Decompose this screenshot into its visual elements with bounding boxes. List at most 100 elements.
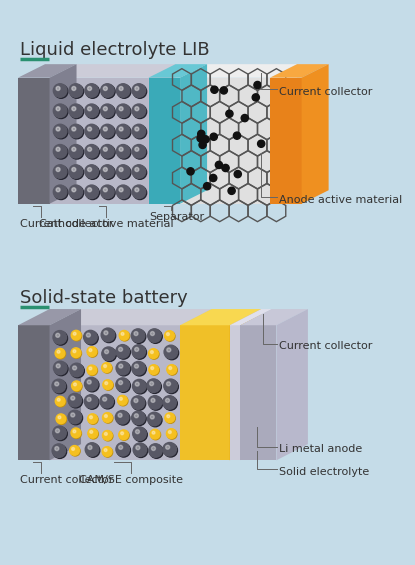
Polygon shape <box>49 325 180 460</box>
Circle shape <box>133 427 146 441</box>
Circle shape <box>85 379 99 392</box>
Polygon shape <box>180 325 229 460</box>
Circle shape <box>197 134 204 142</box>
Text: Li metal anode: Li metal anode <box>279 444 362 454</box>
Circle shape <box>54 427 67 441</box>
Circle shape <box>163 396 176 409</box>
Circle shape <box>100 394 113 408</box>
Circle shape <box>241 115 248 121</box>
Circle shape <box>103 188 107 192</box>
Circle shape <box>101 396 115 409</box>
Circle shape <box>54 165 67 179</box>
Circle shape <box>88 428 98 438</box>
Circle shape <box>102 85 115 98</box>
Circle shape <box>234 171 242 177</box>
Circle shape <box>100 124 114 138</box>
Circle shape <box>71 348 81 358</box>
Circle shape <box>104 449 107 451</box>
Circle shape <box>136 446 140 450</box>
Circle shape <box>87 365 97 375</box>
Circle shape <box>85 165 98 179</box>
Polygon shape <box>229 309 261 460</box>
Circle shape <box>119 167 123 172</box>
Circle shape <box>56 429 59 433</box>
Circle shape <box>72 429 81 438</box>
Circle shape <box>100 185 114 198</box>
Polygon shape <box>18 309 81 325</box>
Circle shape <box>116 378 129 392</box>
Circle shape <box>134 347 139 351</box>
Circle shape <box>56 147 60 151</box>
Circle shape <box>102 125 115 139</box>
Circle shape <box>132 379 146 393</box>
Circle shape <box>150 332 154 336</box>
Circle shape <box>132 362 145 375</box>
Polygon shape <box>240 309 272 460</box>
Circle shape <box>71 428 81 438</box>
Polygon shape <box>180 64 297 77</box>
Circle shape <box>135 382 139 386</box>
Circle shape <box>150 415 154 419</box>
Text: Liquid electrolyte LIB: Liquid electrolyte LIB <box>20 41 210 59</box>
Circle shape <box>102 347 115 360</box>
Circle shape <box>132 345 146 358</box>
Circle shape <box>103 380 112 389</box>
Circle shape <box>119 331 129 340</box>
Polygon shape <box>276 309 308 460</box>
Circle shape <box>131 396 145 409</box>
Circle shape <box>71 331 81 340</box>
Circle shape <box>102 146 115 159</box>
Circle shape <box>103 127 107 131</box>
Circle shape <box>69 165 83 179</box>
Circle shape <box>147 379 160 393</box>
Circle shape <box>116 165 130 179</box>
Circle shape <box>56 127 60 131</box>
Circle shape <box>116 362 129 375</box>
Circle shape <box>88 366 98 376</box>
Circle shape <box>86 333 90 337</box>
Circle shape <box>56 414 66 424</box>
Circle shape <box>88 127 92 131</box>
Circle shape <box>54 85 68 98</box>
Circle shape <box>54 125 68 139</box>
Circle shape <box>116 185 130 198</box>
Circle shape <box>116 84 130 97</box>
Circle shape <box>135 127 139 131</box>
Circle shape <box>53 331 66 344</box>
Circle shape <box>166 429 176 438</box>
Polygon shape <box>302 64 329 204</box>
Circle shape <box>116 442 129 456</box>
Circle shape <box>254 81 261 89</box>
Text: Anode active material: Anode active material <box>279 195 403 205</box>
Circle shape <box>134 444 148 458</box>
Circle shape <box>54 104 67 118</box>
Circle shape <box>116 145 130 158</box>
Circle shape <box>90 416 93 419</box>
Circle shape <box>133 186 146 199</box>
Circle shape <box>119 347 122 351</box>
Circle shape <box>117 396 127 405</box>
Circle shape <box>88 86 92 90</box>
Circle shape <box>85 185 98 198</box>
Circle shape <box>199 141 206 149</box>
Circle shape <box>55 349 65 358</box>
Circle shape <box>133 166 146 179</box>
Circle shape <box>117 105 131 119</box>
Circle shape <box>102 329 116 342</box>
Circle shape <box>151 351 154 354</box>
Circle shape <box>116 104 130 118</box>
Circle shape <box>149 349 159 359</box>
Circle shape <box>121 432 124 434</box>
Circle shape <box>168 431 171 433</box>
Circle shape <box>134 398 138 402</box>
Circle shape <box>104 380 113 390</box>
Circle shape <box>71 364 84 378</box>
Circle shape <box>117 85 131 98</box>
Circle shape <box>133 346 146 359</box>
Circle shape <box>166 414 175 423</box>
Circle shape <box>68 393 81 407</box>
Circle shape <box>226 110 233 118</box>
Circle shape <box>69 104 83 118</box>
Circle shape <box>116 124 130 138</box>
Circle shape <box>104 364 107 368</box>
